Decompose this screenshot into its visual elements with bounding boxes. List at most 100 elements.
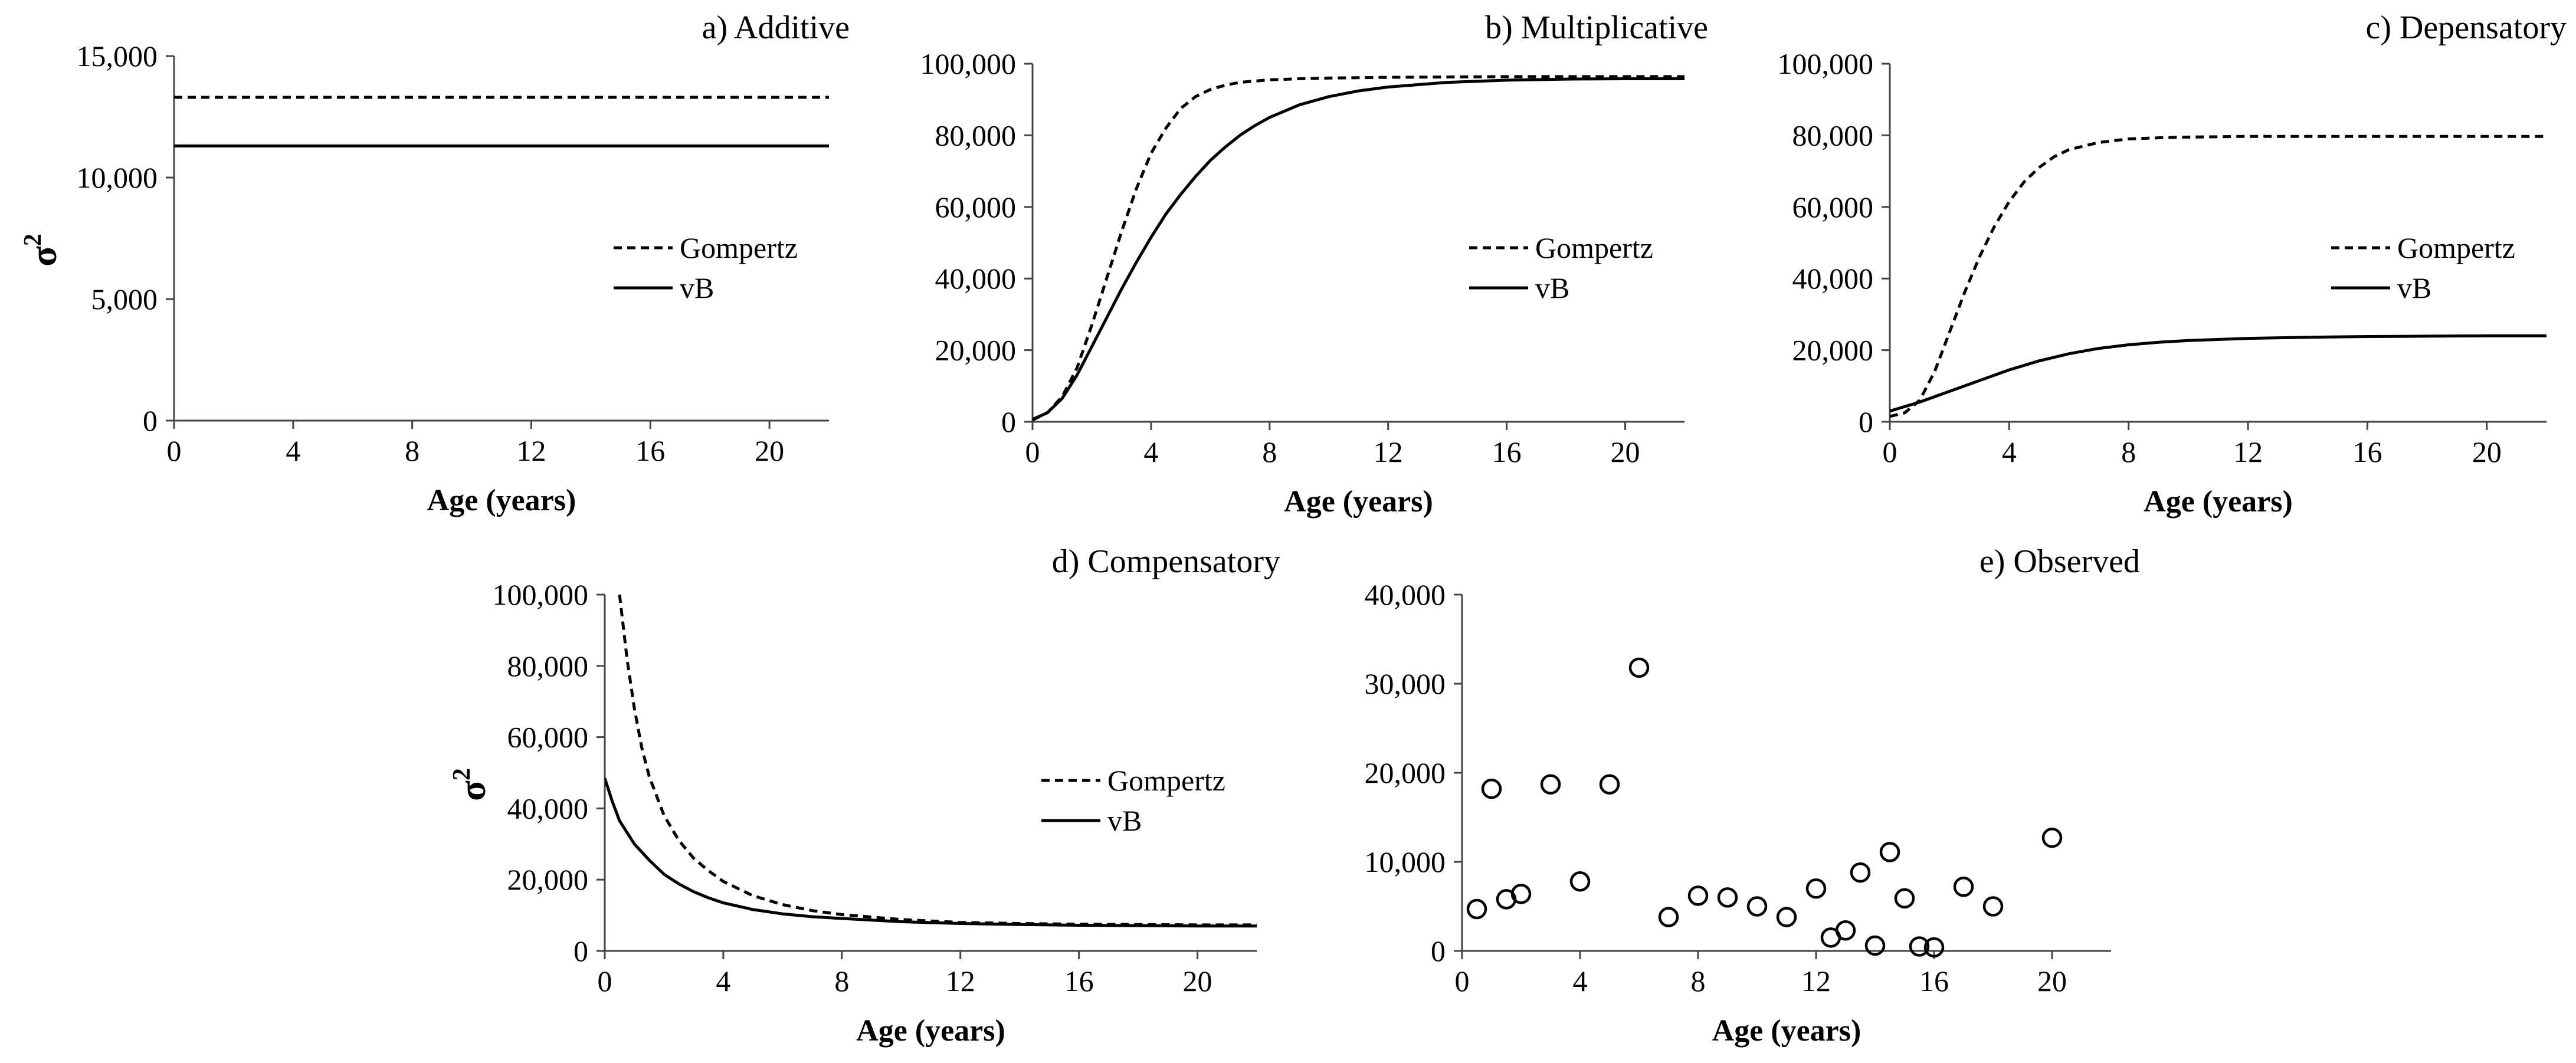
- y-axis-title-a: σ2: [19, 234, 64, 267]
- x-tick-label-a: 0: [167, 434, 182, 467]
- y-tick-label-a: 15,000: [77, 40, 158, 73]
- x-axis-title-d: Age (years): [856, 1014, 1005, 1048]
- y-tick-label-c: 40,000: [1792, 262, 1874, 295]
- data-point-e: [1776, 907, 1797, 927]
- panel-d: 0 20,000 40,000 60,000 80,000 100,000 0 4 8 12 16 2…: [448, 543, 1280, 1048]
- x-tick-label-d: 20: [1183, 964, 1212, 998]
- data-point-e: [1894, 888, 1915, 909]
- series-line-gompertz-c: [1890, 134, 2546, 418]
- y-tick-label-a: 0: [143, 404, 158, 437]
- x-axis-title-e: Age (years): [1712, 1014, 1861, 1048]
- data-point-e: [1850, 862, 1871, 883]
- y-tick-label-e: 10,000: [1365, 845, 1446, 878]
- legend-label-vb-c: vB: [2397, 271, 2431, 304]
- data-point-e: [1805, 878, 1827, 899]
- panel-e: 0 10,000 20,000 30,000 40,000 0 4 8 12 16 20 Age (y…: [1365, 543, 2141, 1048]
- x-tick-label-d: 4: [716, 964, 730, 998]
- panel-title-b: b) Multiplicative: [1485, 9, 1708, 46]
- panel-title-c: c) Depensatory: [2365, 9, 2567, 46]
- y-tick-label-b: 40,000: [935, 262, 1017, 295]
- y-tick-label-c: 100,000: [1778, 47, 1874, 80]
- data-point-e: [2041, 827, 2063, 848]
- x-tick-label-e: 20: [2037, 964, 2067, 998]
- y-tick-label-e: 40,000: [1365, 578, 1446, 611]
- y-axis-title-d: σ2: [448, 768, 493, 801]
- legend-label-gompertz-d: Gompertz: [1107, 764, 1225, 797]
- panel-a: 0 5,000 10,000 15,000 0 4 8 12 16 20 Age (years) a)…: [19, 9, 850, 517]
- x-tick-label-a: 4: [286, 434, 300, 467]
- panel-b: 0 20,000 40,000 60,000 80,000 100,000 0 4 8 12 16 2…: [920, 9, 1709, 519]
- x-tick-label-e: 16: [1919, 964, 1949, 998]
- y-tick-label-a: 10,000: [77, 161, 158, 194]
- y-tick-label-a: 5,000: [91, 283, 158, 316]
- y-tick-label-c: 60,000: [1792, 191, 1874, 224]
- x-tick-label-a: 12: [516, 434, 546, 467]
- data-point-e: [1599, 774, 1620, 795]
- data-point-e: [1835, 920, 1856, 941]
- sigma-symbol: σ: [451, 780, 493, 801]
- legend-label-gompertz-b: Gompertz: [1535, 231, 1653, 264]
- x-tick-label-b: 20: [1611, 435, 1640, 468]
- y-tick-label-b: 80,000: [935, 119, 1017, 152]
- data-point-e: [1466, 898, 1487, 920]
- legend-label-vb-d: vB: [1107, 804, 1142, 837]
- legend-label-vb-b: vB: [1535, 271, 1569, 304]
- x-tick-label-d: 16: [1064, 964, 1094, 998]
- sigma-exponent: 2: [19, 234, 47, 246]
- y-tick-label-d: 60,000: [507, 721, 589, 754]
- x-tick-label-e: 0: [1455, 964, 1470, 998]
- y-tick-label-d: 0: [573, 934, 588, 967]
- series-line-vb-d: [605, 777, 1257, 928]
- x-axis-title-b: Age (years): [1284, 485, 1433, 519]
- x-tick-label-c: 16: [2352, 435, 2382, 468]
- x-tick-label-a: 20: [755, 434, 784, 467]
- series-line-vb-b: [1033, 77, 1684, 421]
- panel-title-d: d) Compensatory: [1052, 543, 1280, 580]
- panel-title-e: e) Observed: [1979, 543, 2140, 580]
- x-tick-label-b: 4: [1143, 435, 1158, 468]
- legend-label-gompertz-c: Gompertz: [2397, 231, 2515, 264]
- legend-label-vb-a: vB: [680, 271, 714, 304]
- data-point-e: [1909, 936, 1930, 957]
- x-tick-label-c: 4: [2002, 435, 2017, 468]
- x-tick-label-e: 4: [1573, 964, 1588, 998]
- data-point-e: [1717, 887, 1738, 908]
- y-tick-label-b: 60,000: [935, 191, 1017, 224]
- x-tick-label-c: 20: [2472, 435, 2502, 468]
- x-tick-label-d: 12: [946, 964, 975, 998]
- y-tick-label-c: 20,000: [1792, 334, 1874, 367]
- y-tick-label-b: 20,000: [935, 334, 1017, 367]
- y-tick-label-b: 0: [1001, 405, 1016, 438]
- x-axis-title-a: Age (years): [427, 484, 576, 517]
- sigma-symbol: σ: [22, 246, 64, 267]
- series-line-vb-c: [1890, 334, 2546, 413]
- data-point-e: [1569, 871, 1591, 892]
- x-tick-label-a: 8: [405, 434, 419, 467]
- x-tick-label-b: 12: [1374, 435, 1403, 468]
- x-tick-label-b: 16: [1492, 435, 1522, 468]
- legend-label-gompertz-a: Gompertz: [680, 231, 798, 264]
- y-tick-label-e: 20,000: [1365, 756, 1446, 789]
- data-point-e: [1658, 907, 1679, 927]
- data-point-e: [1687, 885, 1709, 906]
- y-tick-label-c: 0: [1859, 405, 1873, 438]
- data-point-e: [1481, 778, 1502, 799]
- data-point-e: [1982, 896, 2004, 917]
- x-tick-label-d: 0: [598, 964, 612, 998]
- y-tick-label-d: 80,000: [507, 649, 589, 683]
- y-tick-label-d: 100,000: [493, 578, 589, 611]
- panel-title-a: a) Additive: [702, 9, 850, 46]
- x-tick-label-c: 12: [2233, 435, 2263, 468]
- sigma-exponent: 2: [448, 768, 476, 780]
- panel-c: 0 20,000 40,000 60,000 80,000 100,000 0 4 8 12 16 2…: [1778, 9, 2567, 519]
- data-point-e: [1746, 896, 1768, 917]
- x-tick-label-e: 12: [1801, 964, 1831, 998]
- x-tick-label-d: 8: [834, 964, 849, 998]
- x-tick-label-b: 0: [1025, 435, 1040, 468]
- data-point-e: [1510, 884, 1532, 904]
- y-tick-label-c: 80,000: [1792, 119, 1874, 152]
- x-tick-label-c: 0: [1883, 435, 1897, 468]
- y-tick-label-d: 20,000: [507, 863, 589, 896]
- series-line-gompertz-d: [618, 594, 1257, 927]
- data-point-e: [1923, 937, 1945, 958]
